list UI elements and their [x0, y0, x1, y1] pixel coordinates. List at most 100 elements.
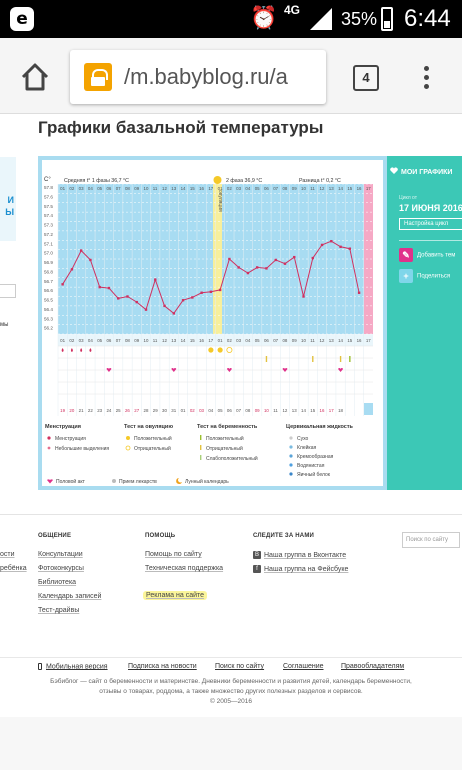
y-tick-label: 57.2 — [44, 232, 53, 237]
footer-link-agreement[interactable]: Соглашение — [283, 663, 324, 670]
copyright-line: © 2005—2016 — [209, 698, 252, 705]
temperature-point — [89, 258, 92, 262]
footer-link-vk[interactable]: B Наша группа в Вконтакте — [253, 551, 346, 559]
network-type: 4G — [284, 3, 301, 17]
site-footer: ости ребёнка ОБЩЕНИЕ Консультации Фотоко… — [0, 514, 462, 770]
footer-peek-link[interactable]: ости — [0, 551, 15, 558]
home-icon[interactable] — [18, 60, 52, 94]
footer-link-consultations[interactable]: Консультации — [38, 551, 83, 558]
left-input-peek[interactable] — [0, 284, 16, 298]
intercourse-heart-icon — [226, 368, 232, 372]
x-tick-bottom: 06 — [106, 338, 111, 343]
tab-switcher-button[interactable]: 4 — [353, 65, 379, 91]
ovulation-sun-icon — [213, 176, 222, 184]
legend-ovtest-negative: Отрицательный — [134, 445, 171, 452]
x-tick-bottom: 01 — [60, 338, 65, 343]
ovulation-label: овуляция — [217, 190, 223, 212]
x-tick-top: 14 — [338, 186, 343, 191]
menstruation-drop-icon — [80, 348, 83, 352]
ovtest-negative-icon — [226, 346, 233, 353]
x-tick-top: 04 — [88, 186, 93, 191]
menstruation-drop-icon — [47, 436, 51, 440]
date-label: 05 — [218, 408, 223, 413]
ovulation-band — [213, 184, 222, 334]
legend-intercourse: Половой акт — [56, 478, 86, 485]
share-button[interactable]: + Поделиться — [399, 269, 450, 283]
symbol-rows — [58, 345, 373, 395]
pregtest-mark-icon — [265, 356, 268, 362]
temperature-point — [135, 300, 138, 304]
legend-pregtest-weak: Слабоположительный — [206, 455, 258, 462]
vk-icon: B — [253, 551, 261, 559]
left-banner-peek[interactable]: И Ы — [0, 157, 16, 241]
footer-link-advertising[interactable]: Реклама на сайте — [143, 591, 208, 600]
temperature-point — [163, 304, 166, 308]
y-tick-label: 56.7 — [44, 279, 53, 284]
footer-link-mobile[interactable]: Мобильная версия — [38, 663, 108, 670]
temperature-point — [126, 295, 129, 298]
y-tick-label: 57.0 — [44, 251, 53, 256]
temperature-point — [293, 255, 296, 259]
cervical-creamy-icon — [289, 454, 293, 458]
x-tick-top: 12 — [320, 186, 325, 191]
x-tick-bottom: 04 — [245, 338, 250, 343]
legend-eggwhite: Яичный белок — [297, 471, 331, 478]
x-tick-bottom: 02 — [227, 338, 232, 343]
x-tick-bottom: 07 — [273, 338, 278, 343]
overflow-menu-icon[interactable] — [420, 64, 432, 92]
browser-toolbar: /m.babyblog.ru/a 4 — [0, 38, 462, 114]
moon-icon — [176, 478, 182, 484]
x-tick-bottom: 03 — [79, 338, 84, 343]
footer-link-rightholders[interactable]: Правообладателям — [341, 663, 405, 670]
x-tick-top: 12 — [162, 186, 167, 191]
url-bar[interactable]: /m.babyblog.ru/a — [70, 50, 326, 104]
my-charts-title[interactable]: МОИ ГРАФИКИ — [401, 169, 453, 176]
x-tick-top: 08 — [125, 186, 130, 191]
intercourse-heart-icon — [106, 368, 112, 372]
date-label: 03 — [199, 408, 204, 413]
date-label: 15 — [310, 408, 315, 413]
footer-col-title-help: ПОМОЩЬ — [145, 533, 176, 539]
footer-link-library[interactable]: Библиотека — [38, 579, 77, 586]
footer-copyright: Бэбиблог — сайт о беременности и материн… — [20, 677, 442, 707]
footer-link-photo-contests[interactable]: Фотоконкурсы — [38, 565, 84, 572]
x-tick-bottom: 16 — [357, 338, 362, 343]
add-topic-label: Добавить тем — [417, 252, 456, 259]
footer-divider — [0, 657, 462, 658]
footer-link-subscribe[interactable]: Подписка на новости — [128, 663, 197, 670]
cycle-start-date: 17 ИЮНЯ 2016 — [399, 203, 462, 213]
temperature-point — [320, 243, 324, 247]
date-label: 31 — [171, 408, 176, 413]
lock-icon — [84, 63, 112, 91]
temperature-point — [218, 288, 222, 292]
date-label: 02 — [190, 408, 195, 413]
footer-search-input[interactable]: Поиск по сайту — [402, 532, 460, 548]
temperature-point — [200, 291, 203, 294]
footer-link-calendar[interactable]: Календарь записей — [38, 593, 102, 600]
y-tick-label: 56.5 — [44, 298, 53, 303]
cycle-settings-button[interactable]: Настройка цикл — [399, 218, 462, 230]
add-topic-button[interactable]: ✎ Добавить тем — [399, 248, 455, 262]
y-tick-label: 57.1 — [44, 241, 53, 246]
footer-link-site-help[interactable]: Помощь по сайту — [145, 551, 202, 558]
facebook-label: Наша группа на Фейсбуке — [264, 565, 349, 573]
footer-link-support[interactable]: Техническая поддержка — [145, 565, 224, 572]
temperature-point — [311, 256, 314, 260]
legend-pregtest-negative: Отрицательный — [206, 445, 243, 452]
legend-menstruation: Менструация — [55, 436, 86, 442]
temperature-point — [357, 291, 361, 294]
temperature-point — [98, 285, 101, 289]
x-tick-top: 13 — [329, 186, 334, 191]
url-text[interactable]: /m.babyblog.ru/a — [124, 64, 288, 89]
x-tick-bottom: 05 — [97, 338, 102, 343]
x-tick-bottom: 09 — [134, 338, 139, 343]
y-tick-label: 57.4 — [44, 213, 53, 218]
footer-peek-link[interactable]: ребёнка — [0, 565, 27, 572]
x-tick-bottom: 01 — [218, 338, 223, 343]
x-tick-bottom: 10 — [301, 338, 306, 343]
x-tick-top: 16 — [357, 186, 362, 191]
footer-link-test-drives[interactable]: Тест-драйвы — [38, 607, 80, 614]
footer-link-search[interactable]: Поиск по сайту — [215, 663, 265, 670]
footer-link-facebook[interactable]: f Наша группа на Фейсбуке — [253, 565, 348, 573]
date-label: 11 — [273, 408, 278, 413]
